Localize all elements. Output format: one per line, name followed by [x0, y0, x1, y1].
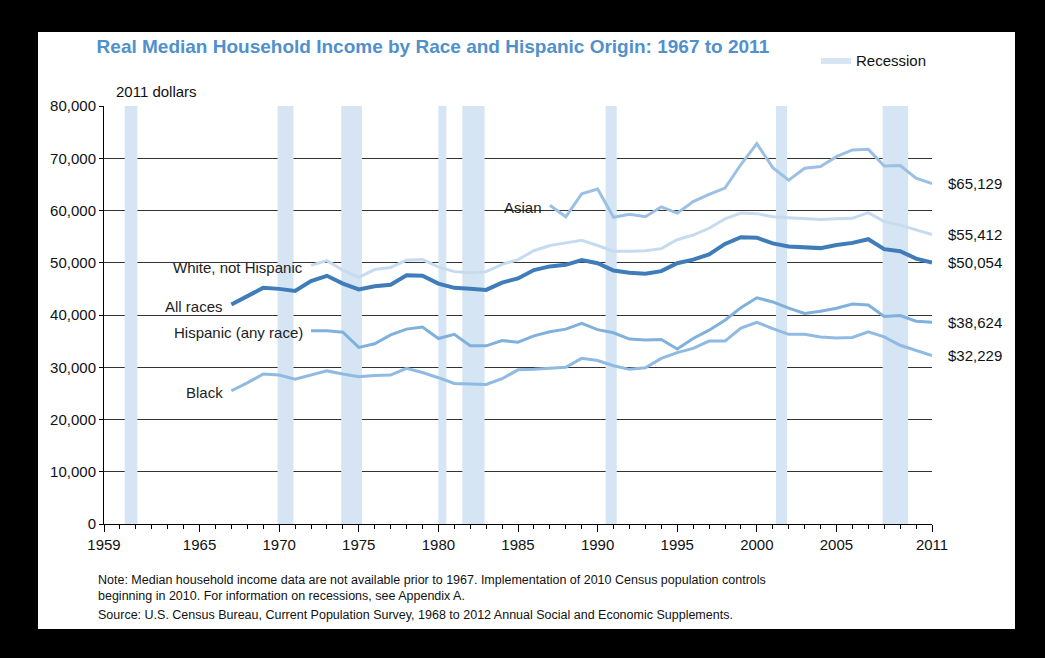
svg-text:$38,624: $38,624: [948, 314, 1002, 331]
svg-text:60,000: 60,000: [50, 202, 96, 219]
svg-text:Asian: Asian: [504, 199, 542, 216]
svg-text:$32,229: $32,229: [948, 347, 1002, 364]
svg-text:80,000: 80,000: [50, 97, 96, 114]
html-text:beginning in 2010. For informa: beginning in 2010. For information on re…: [98, 589, 465, 603]
svg-text:Hispanic (any race): Hispanic (any race): [174, 324, 303, 341]
svg-text:White, not Hispanic: White, not Hispanic: [173, 259, 303, 276]
svg-text:1959: 1959: [87, 536, 120, 553]
svg-text:Black: Black: [186, 384, 223, 401]
svg-text:1975: 1975: [342, 536, 375, 553]
svg-text:1980: 1980: [422, 536, 455, 553]
svg-text:$55,412: $55,412: [948, 226, 1002, 243]
svg-text:2000: 2000: [740, 536, 773, 553]
html-text:Note: Median household income: Note: Median household income data are n…: [98, 573, 766, 587]
svg-text:1970: 1970: [262, 536, 295, 553]
svg-text:1985: 1985: [501, 536, 534, 553]
svg-text:20,000: 20,000: [50, 411, 96, 428]
svg-text:70,000: 70,000: [50, 150, 96, 167]
svg-text:2005: 2005: [820, 536, 853, 553]
html-text:Source: U.S. Census Bureau, Cu: Source: U.S. Census Bureau, Current Popu…: [98, 608, 733, 622]
svg-text:10,000: 10,000: [50, 463, 96, 480]
svg-text:1965: 1965: [183, 536, 216, 553]
svg-text:50,000: 50,000: [50, 254, 96, 271]
svg-text:2011 dollars: 2011 dollars: [116, 83, 197, 100]
svg-text:Recession: Recession: [856, 52, 926, 69]
svg-text:2011: 2011: [916, 536, 948, 553]
svg-text:1995: 1995: [661, 536, 694, 553]
svg-text:0: 0: [88, 515, 96, 532]
svg-text:40,000: 40,000: [50, 306, 96, 323]
svg-text:All races: All races: [165, 298, 223, 315]
svg-text:1990: 1990: [581, 536, 614, 553]
svg-text:$65,129: $65,129: [948, 175, 1002, 192]
svg-text:30,000: 30,000: [50, 359, 96, 376]
svg-text:$50,054: $50,054: [948, 254, 1002, 271]
svg-text:Real Median Household Income b: Real Median Household Income by Race and…: [97, 36, 770, 57]
